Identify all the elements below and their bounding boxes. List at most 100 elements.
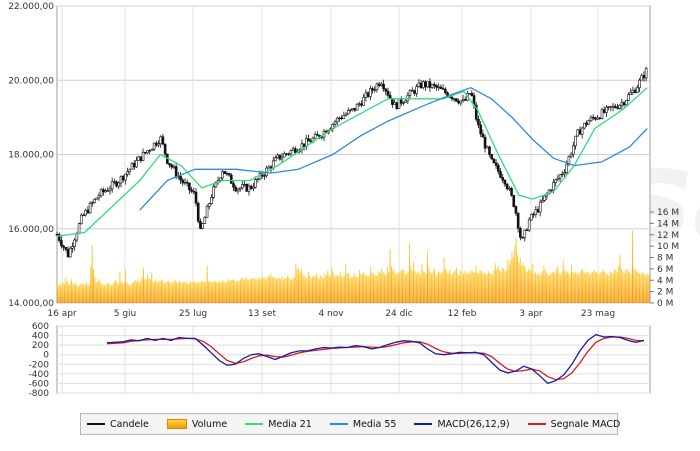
- price-y-tick-label: 20.000,00: [8, 76, 54, 86]
- candle-body: [563, 172, 566, 175]
- volume-bar: [84, 284, 86, 303]
- candle-body: [188, 182, 191, 191]
- candle-body: [613, 105, 617, 108]
- volume-bar: [465, 272, 467, 303]
- volume-bar: [141, 277, 143, 303]
- legend-item: Volume: [166, 419, 227, 430]
- volume-bar: [357, 277, 359, 303]
- volume-bar: [328, 275, 330, 303]
- candle-body: [596, 117, 599, 120]
- candle-body: [483, 136, 487, 149]
- volume-bar: [532, 264, 534, 303]
- volume-bar: [367, 276, 369, 303]
- volume-bar: [550, 273, 552, 303]
- candle-body: [505, 183, 509, 190]
- volume-bar: [59, 283, 61, 303]
- candle-body: [256, 178, 260, 180]
- volume-bar: [432, 271, 434, 303]
- volume-bar: [478, 273, 480, 303]
- volume-bar: [486, 274, 488, 303]
- candle-body: [86, 209, 90, 214]
- volume-bar: [541, 271, 544, 303]
- candle-body: [148, 150, 151, 152]
- volume-bar: [605, 273, 607, 303]
- volume-bar: [582, 268, 584, 304]
- volume-bar: [231, 279, 233, 303]
- candle-body: [424, 81, 427, 88]
- candle-body: [276, 154, 279, 158]
- candle-body: [468, 93, 471, 95]
- candle-body: [128, 168, 132, 172]
- volume-bar: [188, 283, 190, 303]
- candle-body: [594, 117, 597, 120]
- candle-body: [530, 213, 533, 221]
- volume-bar: [79, 284, 81, 303]
- volume-bar: [178, 280, 181, 303]
- candle-body: [428, 81, 432, 88]
- volume-bar: [234, 280, 236, 303]
- candle-body: [309, 140, 313, 143]
- candle-body: [205, 206, 209, 218]
- volume-bar: [365, 275, 368, 303]
- volume-bar: [316, 273, 318, 303]
- volume-bar: [106, 283, 108, 303]
- volume-bar: [68, 284, 70, 303]
- volume-bar: [259, 279, 261, 303]
- candle-body: [192, 191, 196, 193]
- candle-body: [375, 83, 379, 91]
- volume-bar: [205, 281, 207, 303]
- volume-bar: [371, 272, 373, 303]
- volume-bar: [195, 282, 197, 303]
- candle-body: [183, 182, 187, 184]
- candle-body: [457, 100, 460, 104]
- volume-bar: [379, 272, 381, 303]
- candle-body: [587, 120, 591, 125]
- macd-y-tick-label: 600: [32, 322, 49, 332]
- candle-body: [282, 153, 286, 158]
- volume-bar: [127, 283, 129, 303]
- candle-body: [185, 182, 189, 184]
- candle-body: [622, 102, 626, 106]
- volume-bar: [253, 279, 255, 303]
- volume-bar: [601, 271, 603, 303]
- candle-body: [404, 100, 407, 103]
- candle-body: [307, 138, 310, 142]
- volume-bar: [370, 266, 372, 303]
- candle-body: [241, 184, 244, 189]
- candle-body: [481, 133, 485, 138]
- volume-bar: [93, 268, 95, 303]
- volume-bar: [619, 254, 621, 303]
- volume-bar: [159, 281, 161, 303]
- volume-bar: [210, 281, 212, 303]
- candle-body: [441, 88, 445, 90]
- volume-bar: [385, 275, 387, 303]
- candle-body: [280, 156, 284, 160]
- volume-bar: [327, 270, 329, 303]
- candle-body: [510, 188, 513, 196]
- volume-bar: [129, 285, 131, 303]
- volume-bar: [587, 271, 589, 303]
- volume-bar: [130, 284, 132, 303]
- volume-bar: [528, 268, 530, 304]
- volume-bar: [263, 277, 265, 303]
- legend-swatch: [329, 423, 348, 425]
- volume-bar: [311, 276, 314, 303]
- volume-bar: [454, 270, 456, 303]
- volume-bar: [645, 275, 647, 303]
- candle-body: [199, 220, 202, 229]
- candle-body: [113, 181, 116, 183]
- volume-bar: [72, 283, 74, 303]
- volume-bar: [623, 273, 625, 303]
- volume-bar: [431, 273, 433, 303]
- candle-body: [591, 116, 595, 119]
- volume-bar: [343, 275, 345, 303]
- volume-bar: [566, 271, 568, 303]
- candle-body: [532, 213, 535, 216]
- volume-bar: [439, 272, 441, 303]
- volume-y-tick-label: 0 M: [657, 299, 673, 309]
- candle-body: [382, 83, 385, 90]
- candle-body: [64, 247, 68, 250]
- candle-body: [580, 127, 584, 135]
- volume-bar: [267, 275, 269, 303]
- volume-bar: [634, 270, 636, 303]
